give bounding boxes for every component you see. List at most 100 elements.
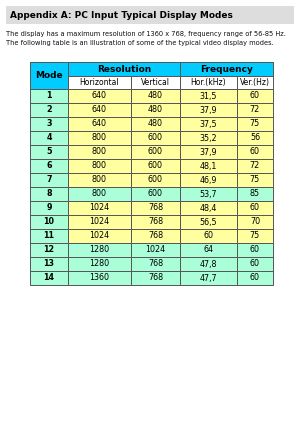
Text: 480: 480 <box>148 92 163 100</box>
Bar <box>6 6 294 24</box>
Text: 2: 2 <box>46 106 52 114</box>
Bar <box>180 271 237 285</box>
Bar <box>30 271 68 285</box>
Bar <box>131 187 180 201</box>
Bar <box>68 257 131 271</box>
Bar <box>131 257 180 271</box>
Text: 53,7: 53,7 <box>200 190 217 198</box>
Text: 11: 11 <box>44 232 55 240</box>
Text: 800: 800 <box>92 148 107 156</box>
Text: 600: 600 <box>148 162 163 170</box>
Text: 800: 800 <box>92 176 107 184</box>
Text: 10: 10 <box>44 218 55 226</box>
Bar <box>68 201 131 215</box>
Bar <box>30 117 68 131</box>
Bar <box>30 257 68 271</box>
Text: Hor.(kHz): Hor.(kHz) <box>191 78 226 87</box>
Text: 640: 640 <box>92 120 107 128</box>
Text: 480: 480 <box>148 120 163 128</box>
Text: 72: 72 <box>250 162 260 170</box>
Bar <box>180 187 237 201</box>
Text: 60: 60 <box>250 245 260 254</box>
Text: 7: 7 <box>46 176 52 184</box>
Text: 60: 60 <box>250 92 260 100</box>
Text: 1280: 1280 <box>89 259 110 268</box>
Bar <box>30 229 68 243</box>
Text: 5: 5 <box>46 148 52 156</box>
Bar <box>68 62 180 76</box>
Bar <box>131 131 180 145</box>
Bar <box>237 201 273 215</box>
Text: 600: 600 <box>148 176 163 184</box>
Text: 1024: 1024 <box>89 232 110 240</box>
Text: 60: 60 <box>250 204 260 212</box>
Bar <box>30 103 68 117</box>
Text: 60: 60 <box>250 273 260 282</box>
Text: 800: 800 <box>92 190 107 198</box>
Text: 9: 9 <box>46 204 52 212</box>
Bar <box>180 131 237 145</box>
Bar <box>237 159 273 173</box>
Bar <box>68 173 131 187</box>
Bar <box>180 103 237 117</box>
Bar <box>30 62 68 89</box>
Text: 600: 600 <box>148 134 163 142</box>
Bar <box>180 173 237 187</box>
Bar <box>180 159 237 173</box>
Bar <box>237 271 273 285</box>
Bar <box>237 215 273 229</box>
Text: 37,9: 37,9 <box>200 106 217 114</box>
Bar <box>180 62 273 76</box>
Text: 75: 75 <box>250 232 260 240</box>
Bar <box>131 173 180 187</box>
Bar <box>180 89 237 103</box>
Text: 47,8: 47,8 <box>200 259 217 268</box>
Text: 14: 14 <box>44 273 55 282</box>
Bar <box>68 76 131 89</box>
Bar <box>180 145 237 159</box>
Text: 1280: 1280 <box>89 245 110 254</box>
Text: 60: 60 <box>250 259 260 268</box>
Bar <box>237 117 273 131</box>
Bar <box>131 201 180 215</box>
Bar <box>237 103 273 117</box>
Text: 13: 13 <box>44 259 55 268</box>
Text: 1360: 1360 <box>89 273 110 282</box>
Text: 56,5: 56,5 <box>200 218 217 226</box>
Bar <box>131 229 180 243</box>
Bar <box>237 187 273 201</box>
Text: 60: 60 <box>250 148 260 156</box>
Bar <box>68 103 131 117</box>
Text: 70: 70 <box>250 218 260 226</box>
Bar <box>68 159 131 173</box>
Bar <box>68 145 131 159</box>
Text: 800: 800 <box>92 134 107 142</box>
Text: 3: 3 <box>46 120 52 128</box>
Bar <box>237 229 273 243</box>
Text: 768: 768 <box>148 232 163 240</box>
Bar <box>30 201 68 215</box>
Bar <box>131 243 180 257</box>
Bar <box>30 131 68 145</box>
Text: 47,7: 47,7 <box>200 273 217 282</box>
Text: 768: 768 <box>148 218 163 226</box>
Bar <box>237 173 273 187</box>
Text: Horizontal: Horizontal <box>80 78 119 87</box>
Text: 31,5: 31,5 <box>200 92 217 100</box>
Bar <box>131 103 180 117</box>
Bar <box>68 271 131 285</box>
Bar <box>131 89 180 103</box>
Text: 600: 600 <box>148 190 163 198</box>
Text: 8: 8 <box>46 190 52 198</box>
Text: 60: 60 <box>203 232 214 240</box>
Text: 56: 56 <box>250 134 260 142</box>
Bar <box>68 215 131 229</box>
Text: 480: 480 <box>148 106 163 114</box>
Bar <box>30 173 68 187</box>
Text: 768: 768 <box>148 259 163 268</box>
Text: 72: 72 <box>250 106 260 114</box>
Bar <box>180 243 237 257</box>
Text: 1024: 1024 <box>89 204 110 212</box>
Text: 640: 640 <box>92 106 107 114</box>
Text: Ver.(Hz): Ver.(Hz) <box>240 78 270 87</box>
